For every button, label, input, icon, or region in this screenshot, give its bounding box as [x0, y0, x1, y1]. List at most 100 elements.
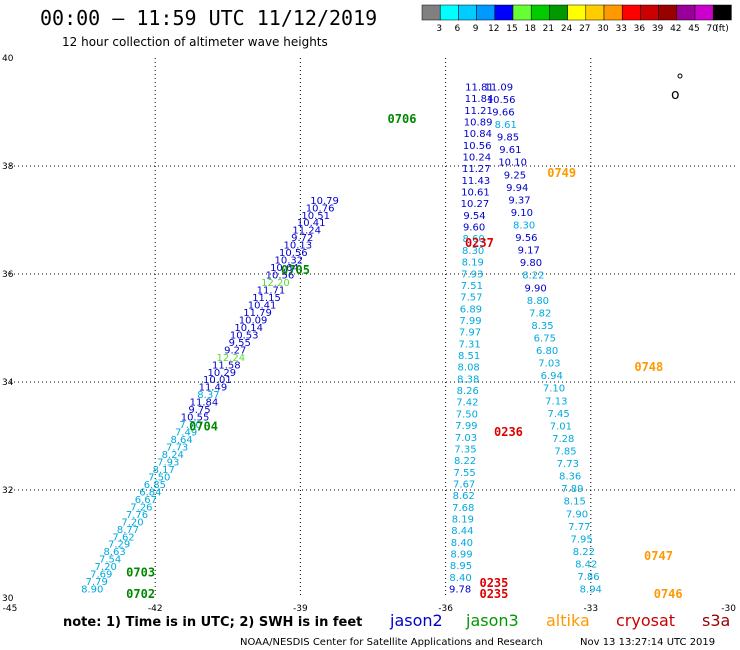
wave-height-value: 9.37 — [508, 195, 530, 206]
wave-height-value: 7.57 — [460, 293, 482, 304]
scale-label: 30 — [597, 24, 609, 34]
pass-time-label: 0235 — [479, 587, 508, 601]
wave-height-value: 7.95 — [570, 534, 592, 545]
scale-label: 70 — [706, 24, 718, 34]
scale-swatch — [439, 4, 459, 21]
pass-time-label: 0703 — [126, 565, 155, 579]
wave-height-value: 9.55 — [229, 338, 251, 349]
footer-credit: NOAA/NESDIS Center for Satellite Applica… — [240, 637, 543, 648]
wave-height-value: 11.24 — [292, 226, 321, 237]
scale-label: 45 — [688, 24, 699, 34]
wave-height-value: 7.45 — [547, 409, 569, 420]
wave-height-value: 10.61 — [461, 188, 490, 199]
wave-height-value: 9.54 — [463, 211, 485, 222]
scale-swatch — [640, 4, 659, 21]
wave-height-value: 8.36 — [559, 472, 581, 483]
wave-height-value: 9.56 — [515, 233, 537, 244]
wave-height-value: 10.41 — [248, 300, 277, 311]
wave-height-value: 12.24 — [216, 353, 245, 364]
wave-height-value: 8.90 — [81, 585, 103, 596]
scale-label: 39 — [652, 24, 664, 34]
wave-height-value: 7.51 — [461, 281, 483, 292]
wave-height-value: 9.10 — [511, 208, 533, 219]
legend-jason3: jason3 — [465, 611, 519, 630]
wave-height-value: 9.75 — [188, 405, 210, 416]
wave-height-value: 9.78 — [449, 585, 471, 596]
wave-height-value: 10.64 — [270, 263, 299, 274]
wave-height-value: 10.55 — [181, 413, 210, 424]
wave-height-value: 10.53 — [230, 330, 259, 341]
legend-cryosat: cryosat — [616, 611, 675, 630]
legend-altika: altika — [546, 611, 590, 630]
y-tick-label: 40 — [2, 54, 14, 64]
scale-label: 3 — [436, 24, 442, 34]
wave-height-value: 7.76 — [126, 510, 148, 521]
wave-height-value: 10.24 — [462, 152, 491, 163]
wave-height-value: 8.37 — [197, 390, 219, 401]
wave-height-value: 11.81 — [465, 82, 494, 93]
wave-height-value: 7.03 — [455, 433, 477, 444]
wave-height-value: 7.77 — [568, 522, 590, 533]
scale-label: 9 — [473, 24, 479, 34]
wave-height-value: 7.99 — [455, 421, 477, 432]
wave-height-value: 8.19 — [462, 258, 484, 269]
wave-height-value: 7.03 — [538, 359, 560, 370]
degree-symbol-dot — [677, 73, 683, 79]
x-tick-label: -45 — [3, 604, 18, 614]
wave-height-value: 9.85 — [497, 133, 519, 144]
x-tick-label: -33 — [583, 604, 598, 614]
wave-height-value: 7.31 — [458, 339, 480, 350]
wave-height-value: 10.79 — [310, 196, 339, 207]
scale-swatch — [458, 4, 477, 21]
wave-height-value: 7.42 — [456, 398, 478, 409]
grid — [10, 58, 736, 598]
y-tick-label: 34 — [2, 378, 14, 388]
wave-height-value: 7.82 — [529, 308, 551, 319]
legend-s3a: s3a — [702, 611, 730, 630]
wave-height-value: 10.56 — [266, 271, 295, 282]
wave-height-value: 10.84 — [463, 129, 492, 140]
wave-height-value: 8.26 — [457, 386, 479, 397]
scale-label: 21 — [543, 24, 554, 34]
wave-height-value: 8.19 — [452, 515, 474, 526]
wave-height-value: 8.94 — [580, 585, 602, 596]
wave-height-value: 10.41 — [297, 218, 326, 229]
satellite-legend: jason2 jason3 altika cryosat s3a — [389, 611, 730, 630]
wave-height-value: 7.62 — [112, 532, 134, 543]
wave-height-value: 10.01 — [203, 375, 232, 386]
wave-height-value: 6.80 — [536, 346, 558, 357]
wave-height-value: 8.22 — [522, 271, 544, 282]
wave-height-value: 11.79 — [243, 308, 272, 319]
scale-label: 27 — [579, 24, 590, 34]
wave-height-value: 11.84 — [190, 398, 219, 409]
wave-height-value: 10.29 — [208, 368, 237, 379]
pass-time-label: 0704 — [189, 420, 218, 434]
wave-height-value: 11.27 — [462, 164, 491, 175]
wave-height-value: 10.27 — [461, 199, 490, 210]
wave-height-value: 10.89 — [464, 117, 493, 128]
axis-labels: -45 -42 -39 -36 -33 -30 30 32 34 36 38 40 — [2, 54, 736, 614]
degree-symbol-label: o — [671, 87, 680, 103]
x-tick-label: -39 — [293, 604, 308, 614]
scale-swatch — [476, 4, 496, 21]
wave-height-value: 7.93 — [157, 457, 179, 468]
scale-swatch — [712, 4, 732, 21]
x-tick-label: -30 — [721, 604, 736, 614]
wave-height-value: 11.21 — [464, 106, 493, 117]
wave-height-value: 10.09 — [239, 315, 268, 326]
wave-height-value: 7.79 — [86, 577, 108, 588]
y-tick-label: 30 — [2, 594, 14, 604]
pass-time-label: 0702 — [126, 587, 155, 601]
scale-swatch — [585, 4, 605, 21]
scale-swatch — [621, 4, 641, 21]
wave-height-value: 10.32 — [275, 256, 304, 267]
wave-height-value: 7.10 — [543, 384, 565, 395]
wave-height-value: 9.80 — [520, 258, 542, 269]
wave-height-value: 9.72 — [291, 233, 313, 244]
wave-height-value: 7.50 — [148, 472, 170, 483]
wave-height-value: 6.84 — [139, 487, 161, 498]
wave-height-value: 8.51 — [458, 351, 480, 362]
wave-height-value: 11.49 — [199, 383, 228, 394]
wave-height-value: 7.55 — [453, 468, 475, 479]
